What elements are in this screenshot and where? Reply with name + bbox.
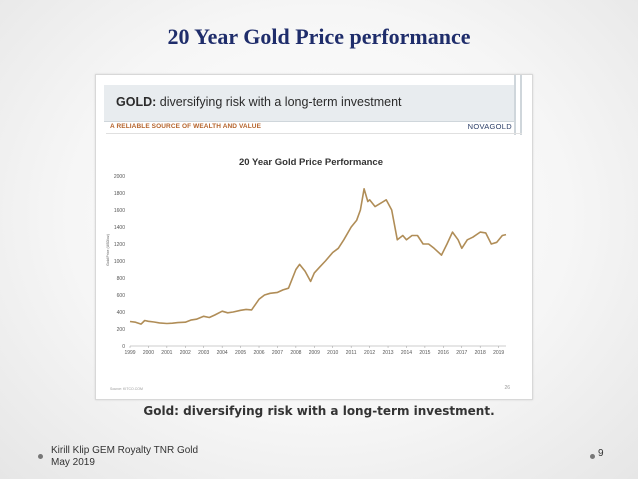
embed-subhead: A RELIABLE SOURCE OF WEALTH AND VALUE <box>110 123 262 130</box>
x-tick-label: 2003 <box>198 350 209 356</box>
x-tick-labels: 1999 2000 2001 2002 2003 2004 2005 2006 2007 2008… <box>124 346 504 356</box>
x-tick-label: 2015 <box>419 350 430 356</box>
y-tick-label: 600 <box>117 293 126 299</box>
slide-caption: Gold: diversifying risk with a long-term… <box>143 404 495 418</box>
footer-author: Kirill Klip GEM Royalty TNR Gold <box>51 445 199 456</box>
x-tick-label: 2006 <box>253 350 264 356</box>
chart-title: 20 Year Gold Price Performance <box>239 157 383 168</box>
x-tick-label: 2014 <box>401 350 412 356</box>
embed-header-bold: GOLD: <box>116 95 157 109</box>
embed-divider-line <box>514 75 516 135</box>
source-note: Source: KITCO.COM <box>110 387 143 391</box>
x-tick-label: 2004 <box>217 350 228 356</box>
embed-header-rest: diversifying risk with a long-term inves… <box>156 95 402 109</box>
x-tick-label: 2013 <box>382 350 393 356</box>
embed-rule <box>106 133 522 134</box>
y-tick-label: 1400 <box>114 225 125 231</box>
x-tick-label: 1999 <box>124 350 135 356</box>
x-tick-label: 2005 <box>235 350 246 356</box>
x-tick-label: 2012 <box>364 350 375 356</box>
y-tick-label: 1600 <box>114 208 125 214</box>
x-tick-label: 2008 <box>290 350 301 356</box>
x-tick-label: 2017 <box>456 350 467 356</box>
x-tick-label: 2001 <box>161 350 172 356</box>
bullet-dot-left <box>38 454 43 459</box>
x-tick-label: 2002 <box>180 350 191 356</box>
x-tick-label: 2009 <box>309 350 320 356</box>
slide-title: 20 Year Gold Price performance <box>167 24 471 49</box>
x-tick-label: 2019 <box>493 350 504 356</box>
y-tick-label: 200 <box>117 327 126 333</box>
y-tick-labels: 0 200 400 600 800 1000 1200 1400 1600 1800 2000 <box>114 174 125 350</box>
y-tick-label: 1000 <box>114 259 125 265</box>
y-tick-label: 800 <box>117 276 126 282</box>
gold-price-line <box>129 188 507 325</box>
novagold-logo: NOVAGOLD <box>467 122 512 131</box>
embed-header-text: GOLD: diversifying risk with a long-term… <box>116 95 402 109</box>
y-tick-label: 1800 <box>114 191 125 197</box>
footer-date: May 2019 <box>51 456 95 468</box>
gold-price-chart: 20 Year Gold Price Performance Gold Pric… <box>106 157 507 356</box>
slide-number: 9 <box>598 448 604 459</box>
x-tick-label: 2016 <box>438 350 449 356</box>
slide-footer: Kirill Klip GEM Royalty TNR Gold May 201… <box>51 445 198 468</box>
x-tick-label: 2000 <box>143 350 154 356</box>
embed-header-bar: GOLD: diversifying risk with a long-term… <box>104 85 514 122</box>
y-tick-label: 1200 <box>114 242 125 248</box>
x-tick-label: 2011 <box>346 350 357 356</box>
embedded-slide-image: GOLD: diversifying risk with a long-term… <box>95 74 533 400</box>
bullet-dot-right <box>590 454 595 459</box>
embed-page-number: 26 <box>504 385 510 391</box>
y-tick-label: 0 <box>122 344 125 350</box>
y-tick-label: 2000 <box>114 174 125 180</box>
x-tick-label: 2007 <box>272 350 283 356</box>
x-tick-label: 2018 <box>475 350 486 356</box>
embed-divider-line <box>520 75 522 135</box>
x-tick-label: 2010 <box>327 350 338 356</box>
chart-ylabel: Gold Price (USD/oz) <box>106 234 110 266</box>
y-tick-label: 400 <box>117 310 126 316</box>
